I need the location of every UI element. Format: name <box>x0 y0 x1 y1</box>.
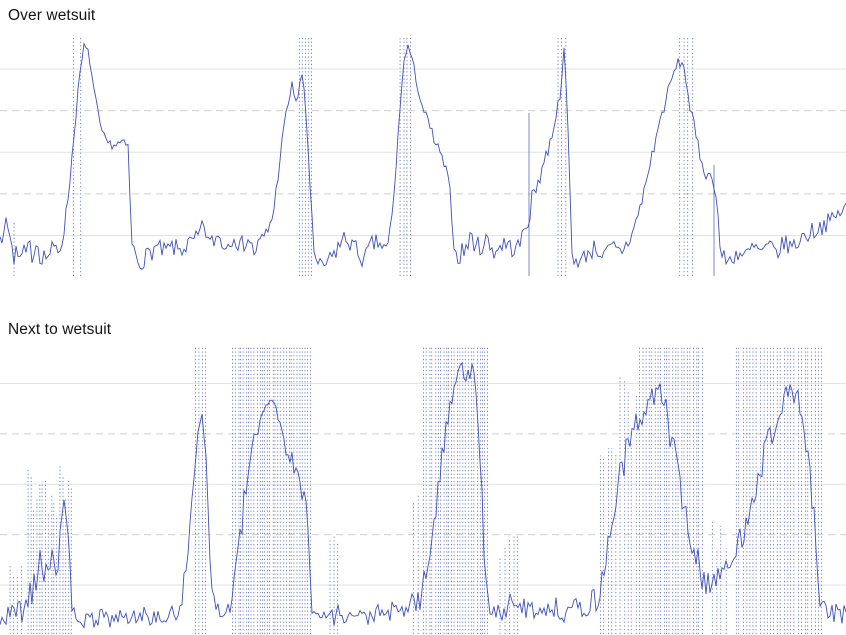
chart-title-over-wetsuit: Over wetsuit <box>8 7 96 24</box>
chart-panel-over-wetsuit: Over wetsuit <box>0 0 846 276</box>
chart-title-next-to-wetsuit: Next to wetsuit <box>8 321 112 338</box>
chart-panel-next-to-wetsuit: Next to wetsuit <box>0 276 846 634</box>
next-to-wetsuit-line-chart <box>0 346 846 634</box>
over-wetsuit-line-chart <box>0 38 846 276</box>
